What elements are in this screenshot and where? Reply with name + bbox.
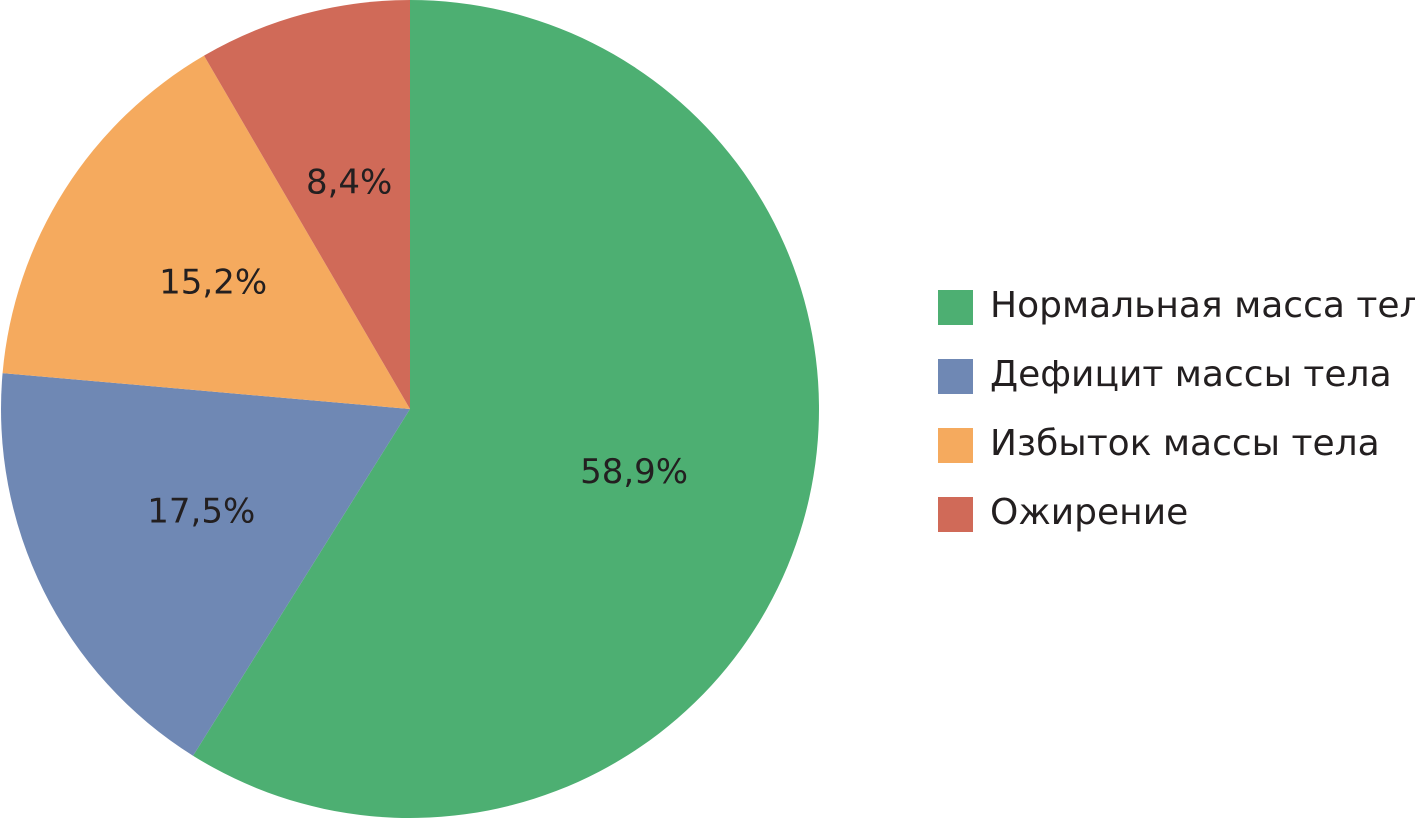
- legend-label: Дефицит массы тела: [990, 354, 1392, 395]
- pie-slice: [1, 373, 410, 756]
- data-label: 17,5%: [147, 491, 255, 531]
- legend-swatch: [938, 290, 973, 325]
- legend-label: Нормальная масса тела: [990, 285, 1415, 326]
- pie-slice: [193, 0, 819, 818]
- legend-swatch: [938, 428, 973, 463]
- data-label: 58,9%: [580, 452, 688, 492]
- legend-swatch: [938, 497, 973, 532]
- legend-label: Избыток массы тела: [990, 423, 1380, 464]
- data-label: 15,2%: [159, 263, 267, 303]
- legend-swatch: [938, 359, 973, 394]
- pie-slice: [2, 55, 410, 409]
- data-label: 8,4%: [306, 162, 392, 202]
- pie-slice: [204, 0, 410, 409]
- legend-label: Ожирение: [990, 492, 1188, 533]
